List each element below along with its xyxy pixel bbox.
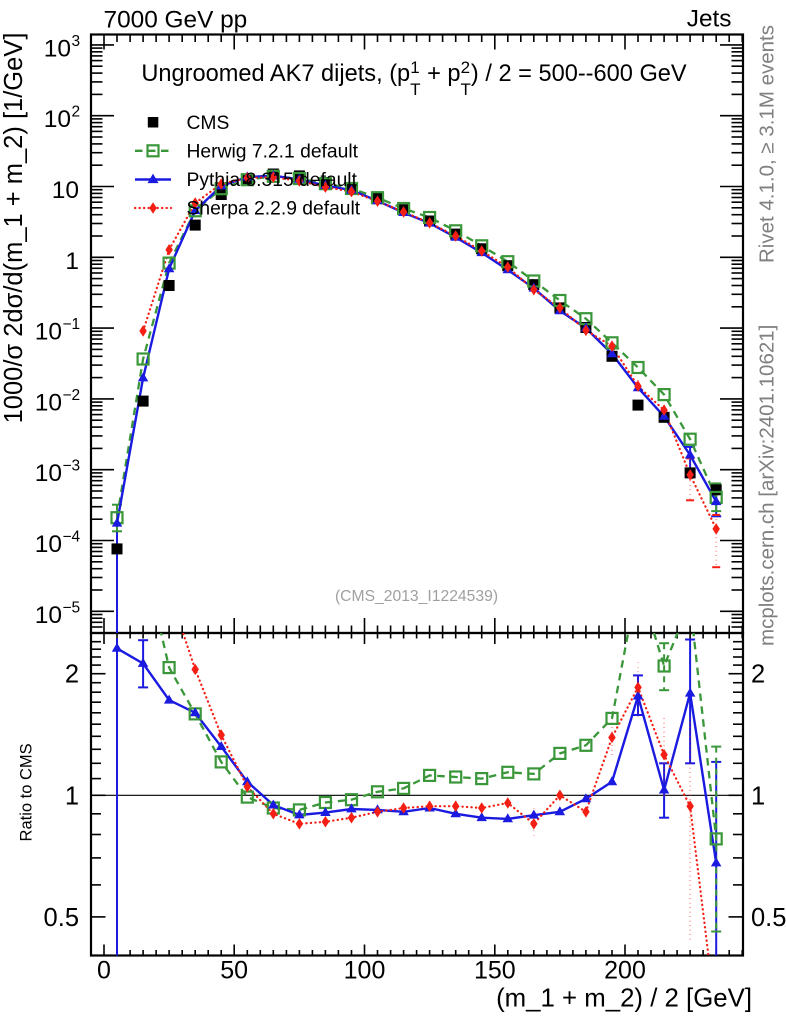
svg-text:−4: −4 xyxy=(63,529,81,546)
svg-text:10: 10 xyxy=(35,460,62,487)
svg-text:2: 2 xyxy=(72,104,81,121)
svg-text:1000/σ 2dσ/d(m_1 + m_2) [1/Ge: 1000/σ 2dσ/d(m_1 + m_2) [1/GeV] xyxy=(0,33,28,424)
svg-text:7000 GeV pp: 7000 GeV pp xyxy=(104,7,248,34)
svg-text:−5: −5 xyxy=(63,599,81,616)
svg-text:(CMS_2013_I1224539): (CMS_2013_I1224539) xyxy=(335,588,498,605)
svg-text:Jets: Jets xyxy=(687,6,732,33)
svg-text:Rivet 4.1.0, ≥ 3.1M events: Rivet 4.1.0, ≥ 3.1M events xyxy=(756,25,779,263)
svg-text:10: 10 xyxy=(44,35,71,62)
svg-text:Herwig 7.2.1 default: Herwig 7.2.1 default xyxy=(187,141,359,162)
svg-text:10: 10 xyxy=(35,602,62,629)
svg-text:Ratio to CMS: Ratio to CMS xyxy=(18,743,36,841)
svg-text:3: 3 xyxy=(72,33,81,50)
svg-text:Pythia 8.315 default: Pythia 8.315 default xyxy=(187,170,358,191)
svg-text:2: 2 xyxy=(65,661,79,689)
svg-text:1: 1 xyxy=(65,248,79,275)
svg-text:−3: −3 xyxy=(63,458,81,475)
svg-text:−1: −1 xyxy=(63,316,81,333)
svg-text:200: 200 xyxy=(604,956,646,984)
svg-text:CMS: CMS xyxy=(187,113,230,134)
svg-text:10: 10 xyxy=(35,531,62,558)
svg-text:10: 10 xyxy=(35,389,62,416)
svg-text:Sherpa 2.2.9 default: Sherpa 2.2.9 default xyxy=(187,199,361,220)
svg-text:(m_1 + m_2) / 2 [GeV]: (m_1 + m_2) / 2 [GeV] xyxy=(496,985,752,1013)
svg-text:150: 150 xyxy=(474,956,516,984)
svg-text:0.5: 0.5 xyxy=(751,904,786,932)
svg-text:50: 50 xyxy=(220,956,248,984)
svg-text:0.5: 0.5 xyxy=(44,904,79,932)
svg-text:1: 1 xyxy=(751,782,765,810)
svg-text:10: 10 xyxy=(44,106,71,133)
svg-text:1: 1 xyxy=(65,782,79,810)
svg-text:10: 10 xyxy=(52,177,79,204)
svg-text:100: 100 xyxy=(344,956,386,984)
svg-text:2: 2 xyxy=(751,661,765,689)
svg-text:mcplots.cern.ch [arXiv:2401.10: mcplots.cern.ch [arXiv:2401.10621] xyxy=(756,325,779,646)
svg-text:−2: −2 xyxy=(63,387,81,404)
svg-text:10: 10 xyxy=(35,319,62,346)
svg-text:0: 0 xyxy=(97,956,111,984)
